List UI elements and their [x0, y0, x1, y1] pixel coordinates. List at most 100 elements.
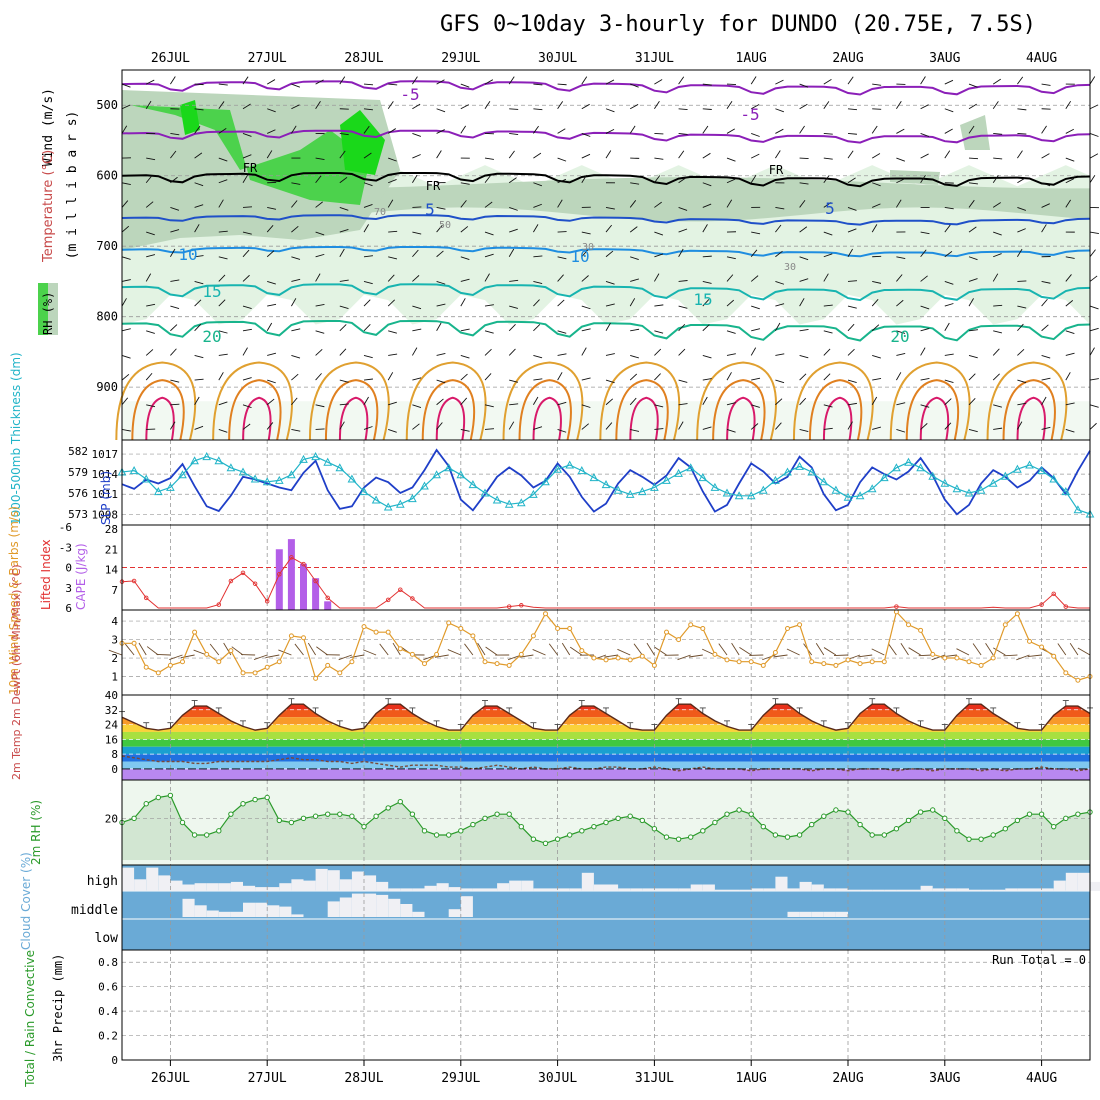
cape-bar — [324, 601, 332, 610]
thickness-marker — [1013, 464, 1022, 473]
wind-barb — [1017, 248, 1023, 257]
wind-barb — [605, 206, 615, 210]
thickness-ylabel: 1000-500mb Thickness (dm) — [9, 352, 23, 525]
rh-marker — [833, 807, 839, 813]
date-label-top: 29JUL — [441, 51, 480, 66]
wind-barb — [339, 207, 349, 211]
wind-speed-marker — [591, 655, 597, 661]
cloud-bar — [351, 871, 364, 891]
wind-barb — [872, 354, 881, 359]
cloud-bar — [448, 909, 461, 917]
wind-barb — [581, 275, 589, 282]
wind-barb — [339, 177, 348, 184]
wind-barb — [436, 250, 444, 258]
wind-speed-marker — [567, 625, 573, 631]
wind-barb — [968, 428, 978, 433]
wind-barb — [1065, 300, 1074, 307]
rh-marker — [1038, 811, 1045, 817]
wind-speed-marker — [712, 651, 718, 657]
surface-wind-barb — [1057, 643, 1067, 656]
wind-barb — [170, 248, 176, 257]
lifted-marker — [894, 604, 899, 609]
wind-speed-marker — [615, 655, 621, 661]
wind-barb — [1017, 379, 1027, 384]
wind-barb — [629, 104, 639, 110]
wind-speed-marker — [458, 625, 464, 631]
boundary-layer-contour — [696, 361, 777, 441]
wind-barb — [920, 404, 930, 408]
wind-barb — [291, 397, 298, 406]
wind-barb — [460, 104, 470, 110]
wind-barb — [218, 101, 225, 110]
wind-barb — [533, 108, 543, 111]
wind-barb — [412, 328, 422, 332]
cloud-bar — [291, 914, 304, 917]
wind-barb — [121, 225, 130, 233]
wind-speed-marker — [131, 640, 137, 646]
thickness-marker — [468, 480, 478, 489]
wind-barb — [847, 108, 857, 111]
rh-marker — [167, 792, 174, 799]
wind-speed-marker — [470, 633, 476, 639]
wind-barb — [581, 423, 590, 430]
boundary-layer-contour — [726, 396, 756, 441]
wind-speed-marker — [288, 633, 294, 639]
lifted-marker — [143, 595, 149, 601]
wind-barb — [630, 256, 639, 261]
thickness-marker — [940, 478, 950, 487]
rh-marker — [494, 811, 500, 817]
cloud-bar — [364, 893, 377, 917]
upper-frame — [121, 69, 1091, 441]
wind-speed-marker — [446, 620, 452, 626]
cloud-bar — [170, 880, 183, 891]
wind-barb — [363, 324, 371, 332]
wind-barb — [509, 403, 519, 406]
wind-speed-marker — [881, 659, 887, 665]
wind-barb — [702, 354, 712, 359]
surface-wind-barb — [146, 646, 159, 656]
wind-barb — [1065, 100, 1072, 110]
wind-barb — [508, 421, 515, 430]
wind-barb — [751, 404, 760, 408]
thickness-marker — [516, 498, 526, 507]
thickness-marker — [674, 468, 683, 477]
wind-barb — [872, 377, 882, 381]
surface-wind-barb — [833, 654, 849, 657]
wind-barb — [581, 328, 591, 332]
wind-speed-marker — [821, 661, 827, 667]
wind-tick-label: 3 — [111, 634, 118, 647]
thickness-marker — [287, 470, 296, 479]
rh-marker — [869, 832, 875, 838]
cloud-bar — [884, 889, 897, 891]
wind-barb — [412, 404, 422, 408]
wind-barb — [557, 128, 566, 134]
wind-barb — [242, 274, 250, 282]
wind-barb — [170, 379, 180, 383]
wind-barb — [484, 330, 494, 334]
wind-barb — [194, 255, 204, 258]
wind-barb — [291, 298, 297, 307]
wind-speed-marker — [833, 662, 839, 668]
pressure-tick-label: 600 — [96, 169, 118, 183]
wind-barb — [944, 224, 951, 233]
wind-speed-marker — [845, 657, 851, 663]
wind-barb — [509, 108, 519, 110]
rh-marker — [506, 811, 512, 817]
rh-low-layer — [122, 401, 1090, 440]
wind-speed-marker — [772, 650, 778, 655]
boundary-layer-contour — [338, 396, 369, 441]
lifted-marker — [252, 581, 258, 586]
cloud-bar — [654, 888, 667, 891]
wind-barb — [218, 401, 228, 406]
wind-barb — [726, 353, 736, 356]
wind-speed-marker — [397, 646, 403, 652]
wind-barb — [121, 104, 131, 110]
wind-barb — [750, 76, 757, 85]
wind-barb — [194, 354, 204, 359]
wind-barb — [291, 225, 299, 233]
wind-barb — [1041, 224, 1047, 233]
wind-barb — [896, 330, 906, 334]
cloud-bar — [351, 893, 364, 917]
temp-band — [122, 768, 1090, 780]
